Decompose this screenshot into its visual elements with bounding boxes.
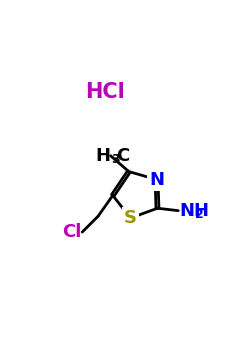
Text: 3: 3 — [111, 153, 120, 166]
Text: Cl: Cl — [62, 223, 81, 241]
Text: C: C — [116, 147, 129, 165]
Text: S: S — [124, 209, 137, 227]
Text: 2: 2 — [195, 208, 204, 221]
Text: NH: NH — [179, 202, 209, 220]
Text: HCl: HCl — [86, 82, 125, 102]
Text: N: N — [149, 170, 164, 189]
Text: H: H — [96, 147, 110, 165]
